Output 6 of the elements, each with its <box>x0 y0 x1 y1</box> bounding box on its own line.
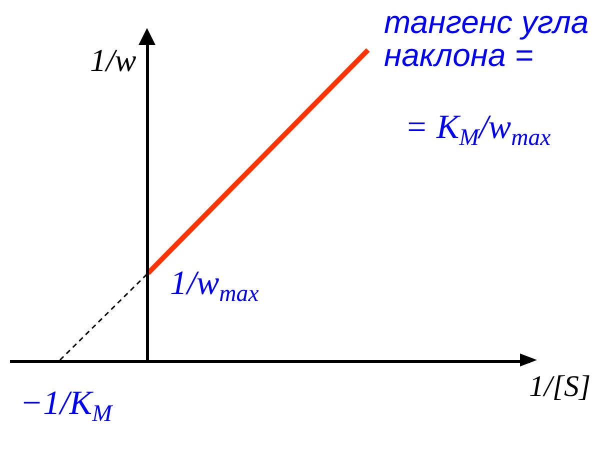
text: = K$_{M}$/w$_{max}$ <box>405 109 552 152</box>
annotation: −1/K$_{M}$ <box>20 385 114 428</box>
x-axis-title: 1/[S] <box>529 370 591 403</box>
annotation: тангенс угла наклона = <box>384 4 589 73</box>
y-axis-title: 1/w <box>90 42 137 78</box>
annotation: 1/w$_{max}$ <box>170 265 260 308</box>
